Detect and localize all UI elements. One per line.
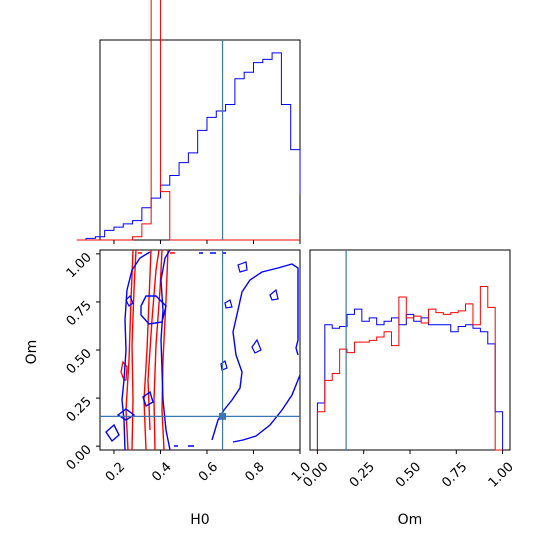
y-tick-label: 1.00 — [64, 250, 95, 281]
blue-contour — [224, 299, 233, 309]
blue-contour — [232, 374, 300, 443]
x-tick-label: 0.6 — [196, 460, 221, 485]
joint-y-ticks: 0.00 0.25 0.50 0.75 1.00 — [64, 250, 100, 473]
joint-contour-panel — [99, 249, 301, 451]
contour-lines — [105, 250, 300, 450]
y-tick-label: 0.00 — [64, 442, 95, 473]
blue-contour — [140, 295, 167, 325]
x-tick-label: 0.25 — [347, 460, 378, 491]
x-tick-label: 0.4 — [149, 460, 174, 485]
blue-contour — [160, 250, 171, 450]
y-tick-label: 0.50 — [64, 346, 95, 377]
blue-contour — [211, 263, 299, 441]
blue-contour — [121, 251, 151, 450]
x-tick-label: 0.2 — [103, 460, 128, 485]
joint-x-ticks: 0.2 0.4 0.6 0.8 1.0 — [103, 450, 314, 485]
x-axis-label-h0: H0 — [190, 512, 209, 528]
blue-contour — [105, 423, 120, 443]
y-tick-label: 0.75 — [64, 298, 95, 329]
blue-contour — [174, 252, 226, 447]
x-tick-label: 1.00 — [486, 460, 517, 491]
blue-contour — [116, 408, 136, 421]
blue-contour — [220, 359, 228, 371]
blue-contour — [251, 338, 262, 354]
h0-histogram-series — [76, 52, 301, 241]
red-contour — [161, 250, 169, 450]
blue-contour — [125, 294, 134, 307]
blue-contour — [142, 390, 154, 408]
x-tick-label: 0.8 — [242, 460, 267, 485]
truth-marker — [219, 412, 227, 420]
red-contour — [125, 250, 134, 450]
x-axis-label-om: Om — [398, 512, 423, 528]
om-histogram-series — [316, 308, 504, 450]
om-histogram-panel — [309, 249, 511, 451]
y-tick-label: 0.25 — [64, 394, 95, 425]
x-tick-label: 0.50 — [393, 460, 424, 491]
om-x-ticks: 0.00 0.25 0.50 0.75 1.00 — [301, 450, 517, 491]
y-axis-label-om: Om — [24, 340, 40, 365]
om-histogram-series — [316, 286, 503, 451]
h0-hist-x-ticks — [113, 240, 301, 244]
blue-contour — [237, 261, 248, 273]
red-contour — [147, 250, 160, 431]
h0-histogram-panel — [76, 0, 301, 241]
h0-histogram-series — [76, 0, 300, 241]
x-tick-label: 0.75 — [439, 460, 470, 491]
blue-contour — [269, 288, 279, 301]
